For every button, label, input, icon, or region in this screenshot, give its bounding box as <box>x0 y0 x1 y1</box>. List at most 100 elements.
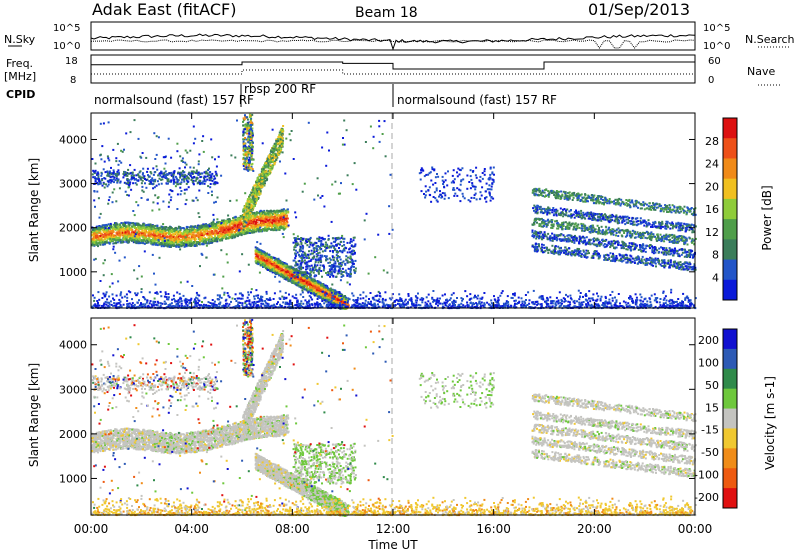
heatmap-cell <box>142 223 145 226</box>
heatmap-cell <box>270 228 273 231</box>
heatmap-cell <box>216 232 219 235</box>
heatmap-cell <box>247 214 250 217</box>
heatmap-cell <box>261 173 264 176</box>
heatmap-cell <box>261 218 264 220</box>
heatmap-cell <box>186 180 189 183</box>
cpid-program-3: normalsound (fast) 157 RF <box>397 93 557 107</box>
heatmap-cell <box>250 215 252 218</box>
heatmap-cell <box>229 223 232 226</box>
heatmap-cell <box>226 222 229 224</box>
heatmap-cell <box>192 237 194 240</box>
heatmap-cell <box>137 230 140 233</box>
heatmap-cell <box>256 223 259 226</box>
heatmap-cell <box>100 174 103 177</box>
heatmap-cell <box>268 159 271 162</box>
heatmap-cell <box>260 221 263 224</box>
heatmap-cell <box>247 216 250 218</box>
heatmap-cell <box>131 226 134 229</box>
heatmap-cell <box>261 219 264 222</box>
heatmap-cell <box>266 229 269 232</box>
heatmap-cell <box>141 233 144 236</box>
heatmap-cell <box>241 215 243 218</box>
heatmap-cell <box>249 219 252 222</box>
heatmap-cell <box>91 231 94 234</box>
heatmap-cell <box>209 242 212 244</box>
heatmap-cell <box>141 152 144 154</box>
heatmap-cell <box>287 210 290 213</box>
heatmap-cell <box>246 198 249 201</box>
heatmap-cell <box>249 116 251 118</box>
heatmap-cell <box>117 234 120 237</box>
heatmap-cell <box>104 171 107 174</box>
heatmap-cell <box>191 199 194 202</box>
heatmap-cell <box>153 236 156 239</box>
heatmap-cell <box>245 116 248 119</box>
heatmap-cell <box>276 211 279 214</box>
heatmap-cell <box>203 182 206 185</box>
heatmap-cell <box>228 232 231 235</box>
heatmap-cell <box>254 229 257 232</box>
heatmap-cell <box>108 242 111 245</box>
heatmap-cell <box>156 224 159 227</box>
heatmap-cell <box>178 235 181 238</box>
heatmap-cell <box>281 130 284 133</box>
heatmap-cell <box>247 153 250 156</box>
freq-right-tick-top: 60 <box>708 56 721 67</box>
heatmap-cell <box>192 166 195 169</box>
heatmap-cell <box>147 223 150 226</box>
heatmap-cell <box>125 221 128 224</box>
heatmap-cell <box>116 237 119 239</box>
heatmap-cell <box>183 245 186 248</box>
heatmap-cell <box>205 241 208 244</box>
heatmap-cell <box>134 222 137 225</box>
heatmap-cell <box>139 224 142 227</box>
heatmap-cell <box>117 228 120 231</box>
heatmap-cell <box>275 154 278 157</box>
heatmap-cell <box>180 190 183 192</box>
heatmap-cell <box>158 236 161 239</box>
heatmap-cell <box>166 180 169 182</box>
heatmap-cell <box>133 174 135 177</box>
heatmap-cell <box>97 242 100 245</box>
heatmap-cell <box>121 239 124 242</box>
heatmap-cell <box>153 171 156 174</box>
heatmap-cell <box>137 225 139 228</box>
heatmap-cell <box>110 180 113 183</box>
heatmap-cell <box>235 221 238 224</box>
heatmap-cell <box>271 225 274 227</box>
heatmap-cell <box>149 235 152 238</box>
heatmap-cell <box>193 234 196 237</box>
heatmap-cell <box>99 235 102 237</box>
heatmap-cell <box>282 210 285 213</box>
heatmap-cell <box>93 239 96 241</box>
heatmap-cell <box>146 170 149 173</box>
heatmap-cell <box>256 179 258 182</box>
heatmap-cell <box>274 224 277 227</box>
heatmap-cell <box>248 229 251 232</box>
heatmap-cell <box>135 223 138 226</box>
heatmap-cell <box>175 235 178 238</box>
heatmap-cell <box>132 224 135 227</box>
heatmap-cell <box>232 225 235 228</box>
heatmap-cell <box>121 234 124 237</box>
heatmap-cell <box>198 243 201 246</box>
heatmap-cell <box>273 162 276 164</box>
heatmap-cell <box>216 196 219 199</box>
heatmap-cell <box>202 228 204 231</box>
heatmap-cell <box>245 160 248 163</box>
heatmap-cell <box>210 221 213 224</box>
heatmap-cell <box>128 226 131 229</box>
heatmap-cell <box>279 217 282 220</box>
heatmap-cell <box>215 238 218 241</box>
heatmap-cell <box>137 236 140 239</box>
heatmap-cell <box>272 225 275 228</box>
heatmap-cell <box>104 177 107 180</box>
heatmap-cell <box>98 228 101 231</box>
heatmap-cell <box>92 231 95 234</box>
heatmap-cell <box>155 229 158 232</box>
heatmap-cell <box>202 237 205 240</box>
heatmap-cell <box>251 113 254 116</box>
heatmap-cell <box>105 228 108 231</box>
heatmap-cell <box>162 244 165 247</box>
heatmap-cell <box>271 157 274 159</box>
